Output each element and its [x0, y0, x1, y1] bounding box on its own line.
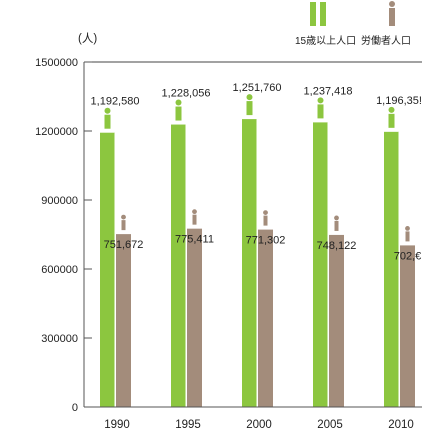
data-label-brown: 751,672	[104, 239, 144, 251]
person-figure-body	[246, 101, 253, 116]
data-labels: 1,192,580 751,672 1,228,056 775,411 1,251,76…	[91, 82, 422, 262]
person-figure-body	[334, 220, 339, 231]
x-tick-label: 1990	[104, 419, 130, 431]
bar-brown	[187, 228, 202, 407]
person-figure-icon	[192, 209, 197, 225]
y-axis-ticks: 1500000 1200000 900000 600000 300000 0	[35, 57, 92, 414]
person-figure-head	[121, 214, 126, 220]
data-label-green: 1,196,35!	[376, 95, 422, 107]
y-tick-label: 300000	[41, 333, 78, 345]
bar-green	[171, 124, 186, 407]
y-tick-label: 0	[72, 402, 78, 414]
person-figure-icon	[317, 97, 324, 119]
person-figure-icon	[104, 107, 111, 129]
person-figure-body	[405, 231, 410, 242]
x-tick-label: 2005	[317, 419, 343, 431]
data-label-green: 1,237,418	[304, 85, 353, 97]
y-tick-label: 900000	[41, 195, 78, 207]
person-figure-icon	[246, 94, 253, 116]
bar-brown	[258, 229, 273, 407]
data-label-green: 1,228,056	[162, 88, 211, 100]
bar-green	[313, 122, 328, 407]
person-figure-body	[121, 220, 126, 231]
bar-brown	[329, 234, 344, 407]
legend: 15歳以上人口 労働者人口	[295, 1, 411, 47]
data-label-brown: 702,€	[394, 250, 422, 262]
bar-green-highlight	[185, 124, 188, 407]
data-label-brown: 775,411	[175, 234, 214, 246]
legend-label-brown: 労働者人口	[361, 34, 411, 47]
data-label-green: 1,192,580	[91, 96, 140, 108]
person-figure-icon	[334, 215, 339, 231]
bar-green-highlight	[114, 132, 117, 407]
person-figure-body	[175, 106, 182, 121]
y-tick-label: 1200000	[35, 126, 78, 138]
person-figure-head	[246, 94, 253, 101]
person-figure-head	[317, 97, 324, 104]
bar-green	[384, 131, 399, 407]
person-figure-body	[192, 214, 197, 225]
bar-green	[242, 119, 257, 407]
person-figure-icon	[263, 210, 268, 226]
person-figure-head	[405, 226, 410, 231]
bar-green-highlight	[327, 122, 330, 407]
person-figure-icon	[175, 99, 182, 121]
person-figure-head	[175, 99, 182, 106]
data-label-brown: 748,122	[317, 240, 357, 252]
legend-green-icon	[310, 2, 326, 26]
person-figure-head	[334, 215, 339, 221]
person-figure-icon	[121, 214, 126, 231]
person-figure-icon	[388, 106, 395, 128]
person-figure-body	[104, 114, 111, 129]
bar-green-highlight	[398, 131, 401, 407]
bar-green-highlight	[256, 119, 259, 407]
y-tick-label: 600000	[41, 264, 78, 276]
person-figure-head	[104, 107, 111, 114]
x-tick-label: 2010	[388, 419, 414, 431]
person-figure-head	[192, 209, 197, 215]
y-unit-label: (人)	[78, 32, 97, 45]
legend-brown-icon	[389, 1, 395, 26]
person-figure-body	[263, 215, 268, 226]
person-figure-icon	[405, 226, 410, 242]
person-figure-body	[317, 104, 324, 119]
x-axis-labels: 1990 1995 2000 2005 2010	[104, 419, 414, 431]
x-tick-label: 1995	[175, 419, 201, 431]
bar-green	[100, 132, 115, 407]
person-figure-head	[263, 210, 268, 216]
bar-brown	[400, 245, 415, 407]
legend-label-green: 15歳以上人口	[295, 35, 356, 47]
person-figure-body	[388, 113, 395, 128]
person-figure-head	[388, 106, 395, 113]
data-label-brown: 771,302	[246, 235, 286, 247]
bar-brown	[116, 234, 131, 407]
y-tick-label: 1500000	[35, 57, 78, 69]
data-label-green: 1,251,760	[233, 82, 282, 94]
x-tick-label: 2000	[246, 419, 272, 431]
bars	[100, 94, 415, 407]
